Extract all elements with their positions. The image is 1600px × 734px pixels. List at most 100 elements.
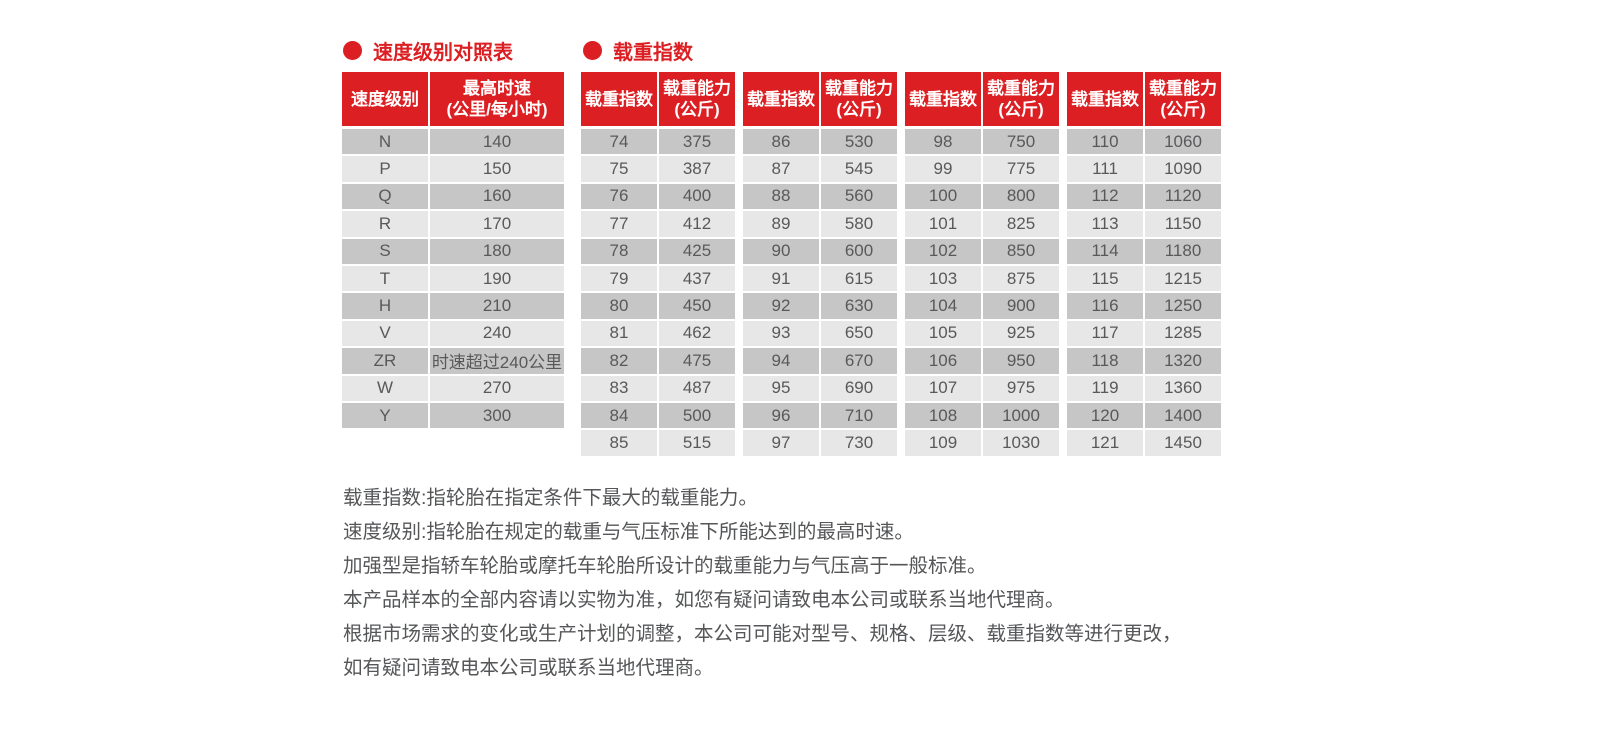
table-row: 87 545 <box>743 156 897 182</box>
table-cell: V <box>342 320 428 347</box>
table-cell: 117 <box>1067 320 1143 347</box>
table-cell: 270 <box>430 375 564 401</box>
table-row: 86 530 <box>743 129 897 155</box>
table-row: 94 670 <box>743 348 897 374</box>
speed-table-header: 速度级别 最高时速 (公里/每小时) <box>342 72 564 126</box>
table-cell: 87 <box>743 156 819 182</box>
table-cell: 113 <box>1067 211 1143 237</box>
table-cell: 1120 <box>1145 183 1221 210</box>
load-index-group: 载重指数 载重能力 (公斤) 110 1060 111 1090 112 1120 113 1… <box>1067 72 1221 458</box>
table-cell: 103 <box>905 265 981 292</box>
load-group-header: 载重指数 载重能力 (公斤) <box>743 72 897 126</box>
table-row: 78 425 <box>581 238 735 264</box>
note-line: 本产品样本的全部内容请以实物为准，如您有疑问请致电本公司或联系当地代理商。 <box>343 589 1065 611</box>
table-cell: 90 <box>743 238 819 264</box>
table-cell: 515 <box>659 430 735 456</box>
table-cell: 475 <box>659 348 735 374</box>
table-row: Q 160 <box>342 183 564 210</box>
table-cell: Q <box>342 183 428 210</box>
table-cell: 140 <box>430 129 564 155</box>
load-header-capacity: 载重能力 (公斤) <box>821 72 897 126</box>
table-row: 109 1030 <box>905 430 1059 456</box>
table-row: H 210 <box>342 293 564 319</box>
table-cell: 100 <box>905 183 981 210</box>
table-row: P 150 <box>342 156 564 182</box>
load-table-title-label: 载重指数 <box>613 41 693 64</box>
table-cell: 101 <box>905 211 981 237</box>
table-cell: 116 <box>1067 293 1143 319</box>
table-cell: 84 <box>581 402 657 429</box>
note-line: 根据市场需求的变化或生产计划的调整，本公司可能对型号、规格、层级、载重指数等进行… <box>343 623 1182 645</box>
table-row: V 240 <box>342 320 564 347</box>
table-cell: H <box>342 293 428 319</box>
table-row: R 170 <box>342 211 564 237</box>
table-cell: 875 <box>983 265 1059 292</box>
table-cell: 106 <box>905 348 981 374</box>
load-group-body: 110 1060 111 1090 112 1120 113 1150 114 1180 115 12… <box>1067 129 1221 456</box>
speed-table-header-maxspeed: 最高时速 (公里/每小时) <box>430 72 564 126</box>
table-cell: 775 <box>983 156 1059 182</box>
table-cell: 950 <box>983 348 1059 374</box>
table-cell: 560 <box>821 183 897 210</box>
table-row: ZR 时速超过240公里 <box>342 348 564 374</box>
table-cell: 210 <box>430 293 564 319</box>
table-cell: 114 <box>1067 238 1143 264</box>
table-row: T 190 <box>342 265 564 292</box>
table-cell: 615 <box>821 265 897 292</box>
table-cell: 630 <box>821 293 897 319</box>
table-row: 95 690 <box>743 375 897 401</box>
table-row: 119 1360 <box>1067 375 1221 401</box>
table-cell: W <box>342 375 428 401</box>
load-header-index: 载重指数 <box>1067 72 1143 126</box>
table-row: 97 730 <box>743 430 897 456</box>
table-row: 77 412 <box>581 211 735 237</box>
table-cell: 180 <box>430 238 564 264</box>
load-header-index: 载重指数 <box>905 72 981 126</box>
speed-table-header-level: 速度级别 <box>342 72 428 126</box>
table-cell: 80 <box>581 293 657 319</box>
table-cell: Y <box>342 402 428 429</box>
table-cell: 450 <box>659 293 735 319</box>
table-cell: 190 <box>430 265 564 292</box>
table-cell: 1400 <box>1145 402 1221 429</box>
table-cell: 99 <box>905 156 981 182</box>
note-line: 速度级别:指轮胎在规定的载重与气压标准下所能达到的最高时速。 <box>343 521 914 543</box>
table-cell: 85 <box>581 430 657 456</box>
table-cell: 690 <box>821 375 897 401</box>
load-group-body: 86 530 87 545 88 560 89 580 90 600 91 615 92 630 93 650… <box>743 129 897 456</box>
table-cell: 437 <box>659 265 735 292</box>
table-cell: 119 <box>1067 375 1143 401</box>
table-cell: 1360 <box>1145 375 1221 401</box>
table-cell: 95 <box>743 375 819 401</box>
table-cell: 118 <box>1067 348 1143 374</box>
table-row: 85 515 <box>581 430 735 456</box>
table-row: 106 950 <box>905 348 1059 374</box>
table-row: 76 400 <box>581 183 735 210</box>
load-group-header: 载重指数 载重能力 (公斤) <box>1067 72 1221 126</box>
table-cell: 110 <box>1067 129 1143 155</box>
table-cell: 1000 <box>983 402 1059 429</box>
table-cell: 78 <box>581 238 657 264</box>
table-cell: N <box>342 129 428 155</box>
table-cell: 102 <box>905 238 981 264</box>
table-row: 103 875 <box>905 265 1059 292</box>
table-cell: 120 <box>1067 402 1143 429</box>
table-row: 107 975 <box>905 375 1059 401</box>
table-row: Y 300 <box>342 402 564 429</box>
table-cell: 825 <box>983 211 1059 237</box>
table-cell: S <box>342 238 428 264</box>
table-cell: 670 <box>821 348 897 374</box>
table-cell: ZR <box>342 348 428 374</box>
load-header-capacity: 载重能力 (公斤) <box>1145 72 1221 126</box>
table-row: 83 487 <box>581 375 735 401</box>
table-row: 113 1150 <box>1067 211 1221 237</box>
table-cell: 925 <box>983 320 1059 347</box>
table-row: 96 710 <box>743 402 897 429</box>
table-cell: 650 <box>821 320 897 347</box>
table-row: 90 600 <box>743 238 897 264</box>
red-bullet-icon <box>343 40 362 60</box>
load-table-title: 载重指数 <box>583 39 693 64</box>
note-line: 载重指数:指轮胎在指定条件下最大的载重能力。 <box>343 487 758 509</box>
table-row: 74 375 <box>581 129 735 155</box>
table-row: 116 1250 <box>1067 293 1221 319</box>
